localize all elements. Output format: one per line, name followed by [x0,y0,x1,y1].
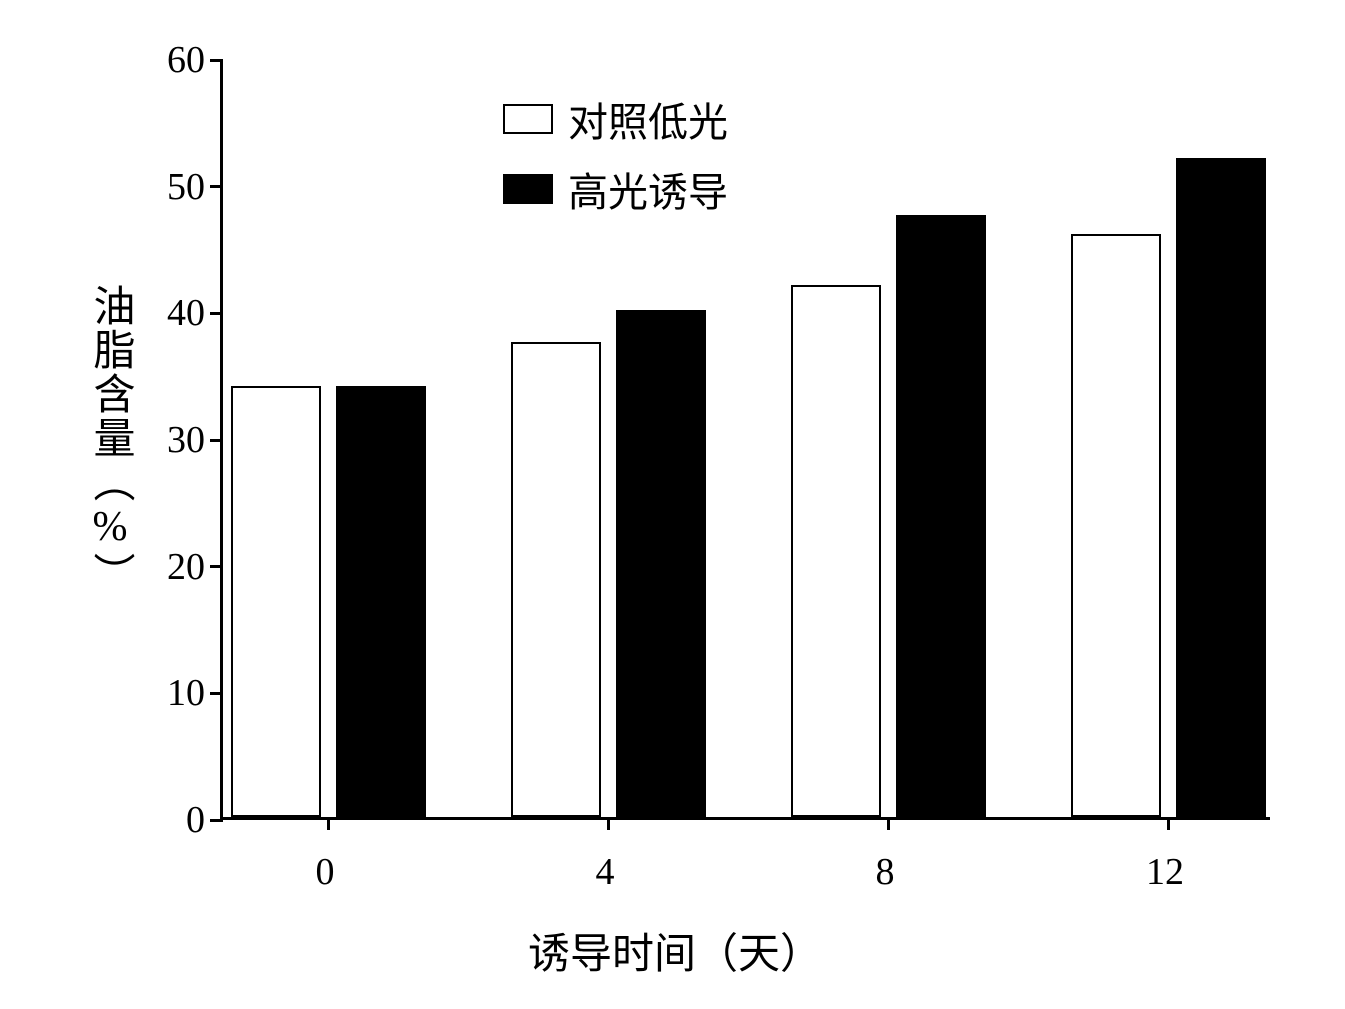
y-tick-label: 0 [145,798,205,842]
y-tick-label: 40 [145,291,205,335]
y-tick-label: 10 [145,671,205,715]
bar-highlight [616,310,706,817]
y-tick [210,565,223,568]
x-tick [887,817,890,830]
x-tick-label: 8 [876,850,895,894]
bar-highlight [336,386,426,817]
x-tick [327,817,330,830]
x-axis-title: 诱导时间（天） [528,920,822,981]
bar-highlight [896,215,986,817]
bar-control [231,386,321,817]
bar-highlight [1176,158,1266,817]
x-tick-label: 0 [316,850,335,894]
y-tick-label: 60 [145,38,205,82]
legend-label-highlight: 高光诱导 [568,160,728,218]
plot-area: 对照低光 高光诱导 [220,60,1270,820]
legend-item-highlight: 高光诱导 [503,160,728,218]
chart-container: 油脂含量（%） 对照低光 高光诱导 0 10 20 30 40 50 60 0 4 8 12 诱导… [50,30,1300,980]
bar-control [1071,234,1161,817]
legend-label-control: 对照低光 [568,90,728,148]
y-tick [210,819,223,822]
legend: 对照低光 高光诱导 [503,90,728,230]
y-tick [210,185,223,188]
y-axis-title: 油脂含量（%） [80,284,141,596]
x-tick [1167,817,1170,830]
bar-control [511,342,601,817]
x-tick [607,817,610,830]
bar-control [791,285,881,817]
y-tick [210,312,223,315]
y-tick-label: 20 [145,545,205,589]
legend-swatch-black [503,174,553,204]
x-tick-label: 4 [596,850,615,894]
y-tick [210,59,223,62]
legend-item-control: 对照低光 [503,90,728,148]
y-tick-label: 30 [145,418,205,462]
y-tick [210,692,223,695]
x-tick-label: 12 [1146,850,1184,894]
y-tick [210,439,223,442]
legend-swatch-white [503,104,553,134]
y-tick-label: 50 [145,165,205,209]
